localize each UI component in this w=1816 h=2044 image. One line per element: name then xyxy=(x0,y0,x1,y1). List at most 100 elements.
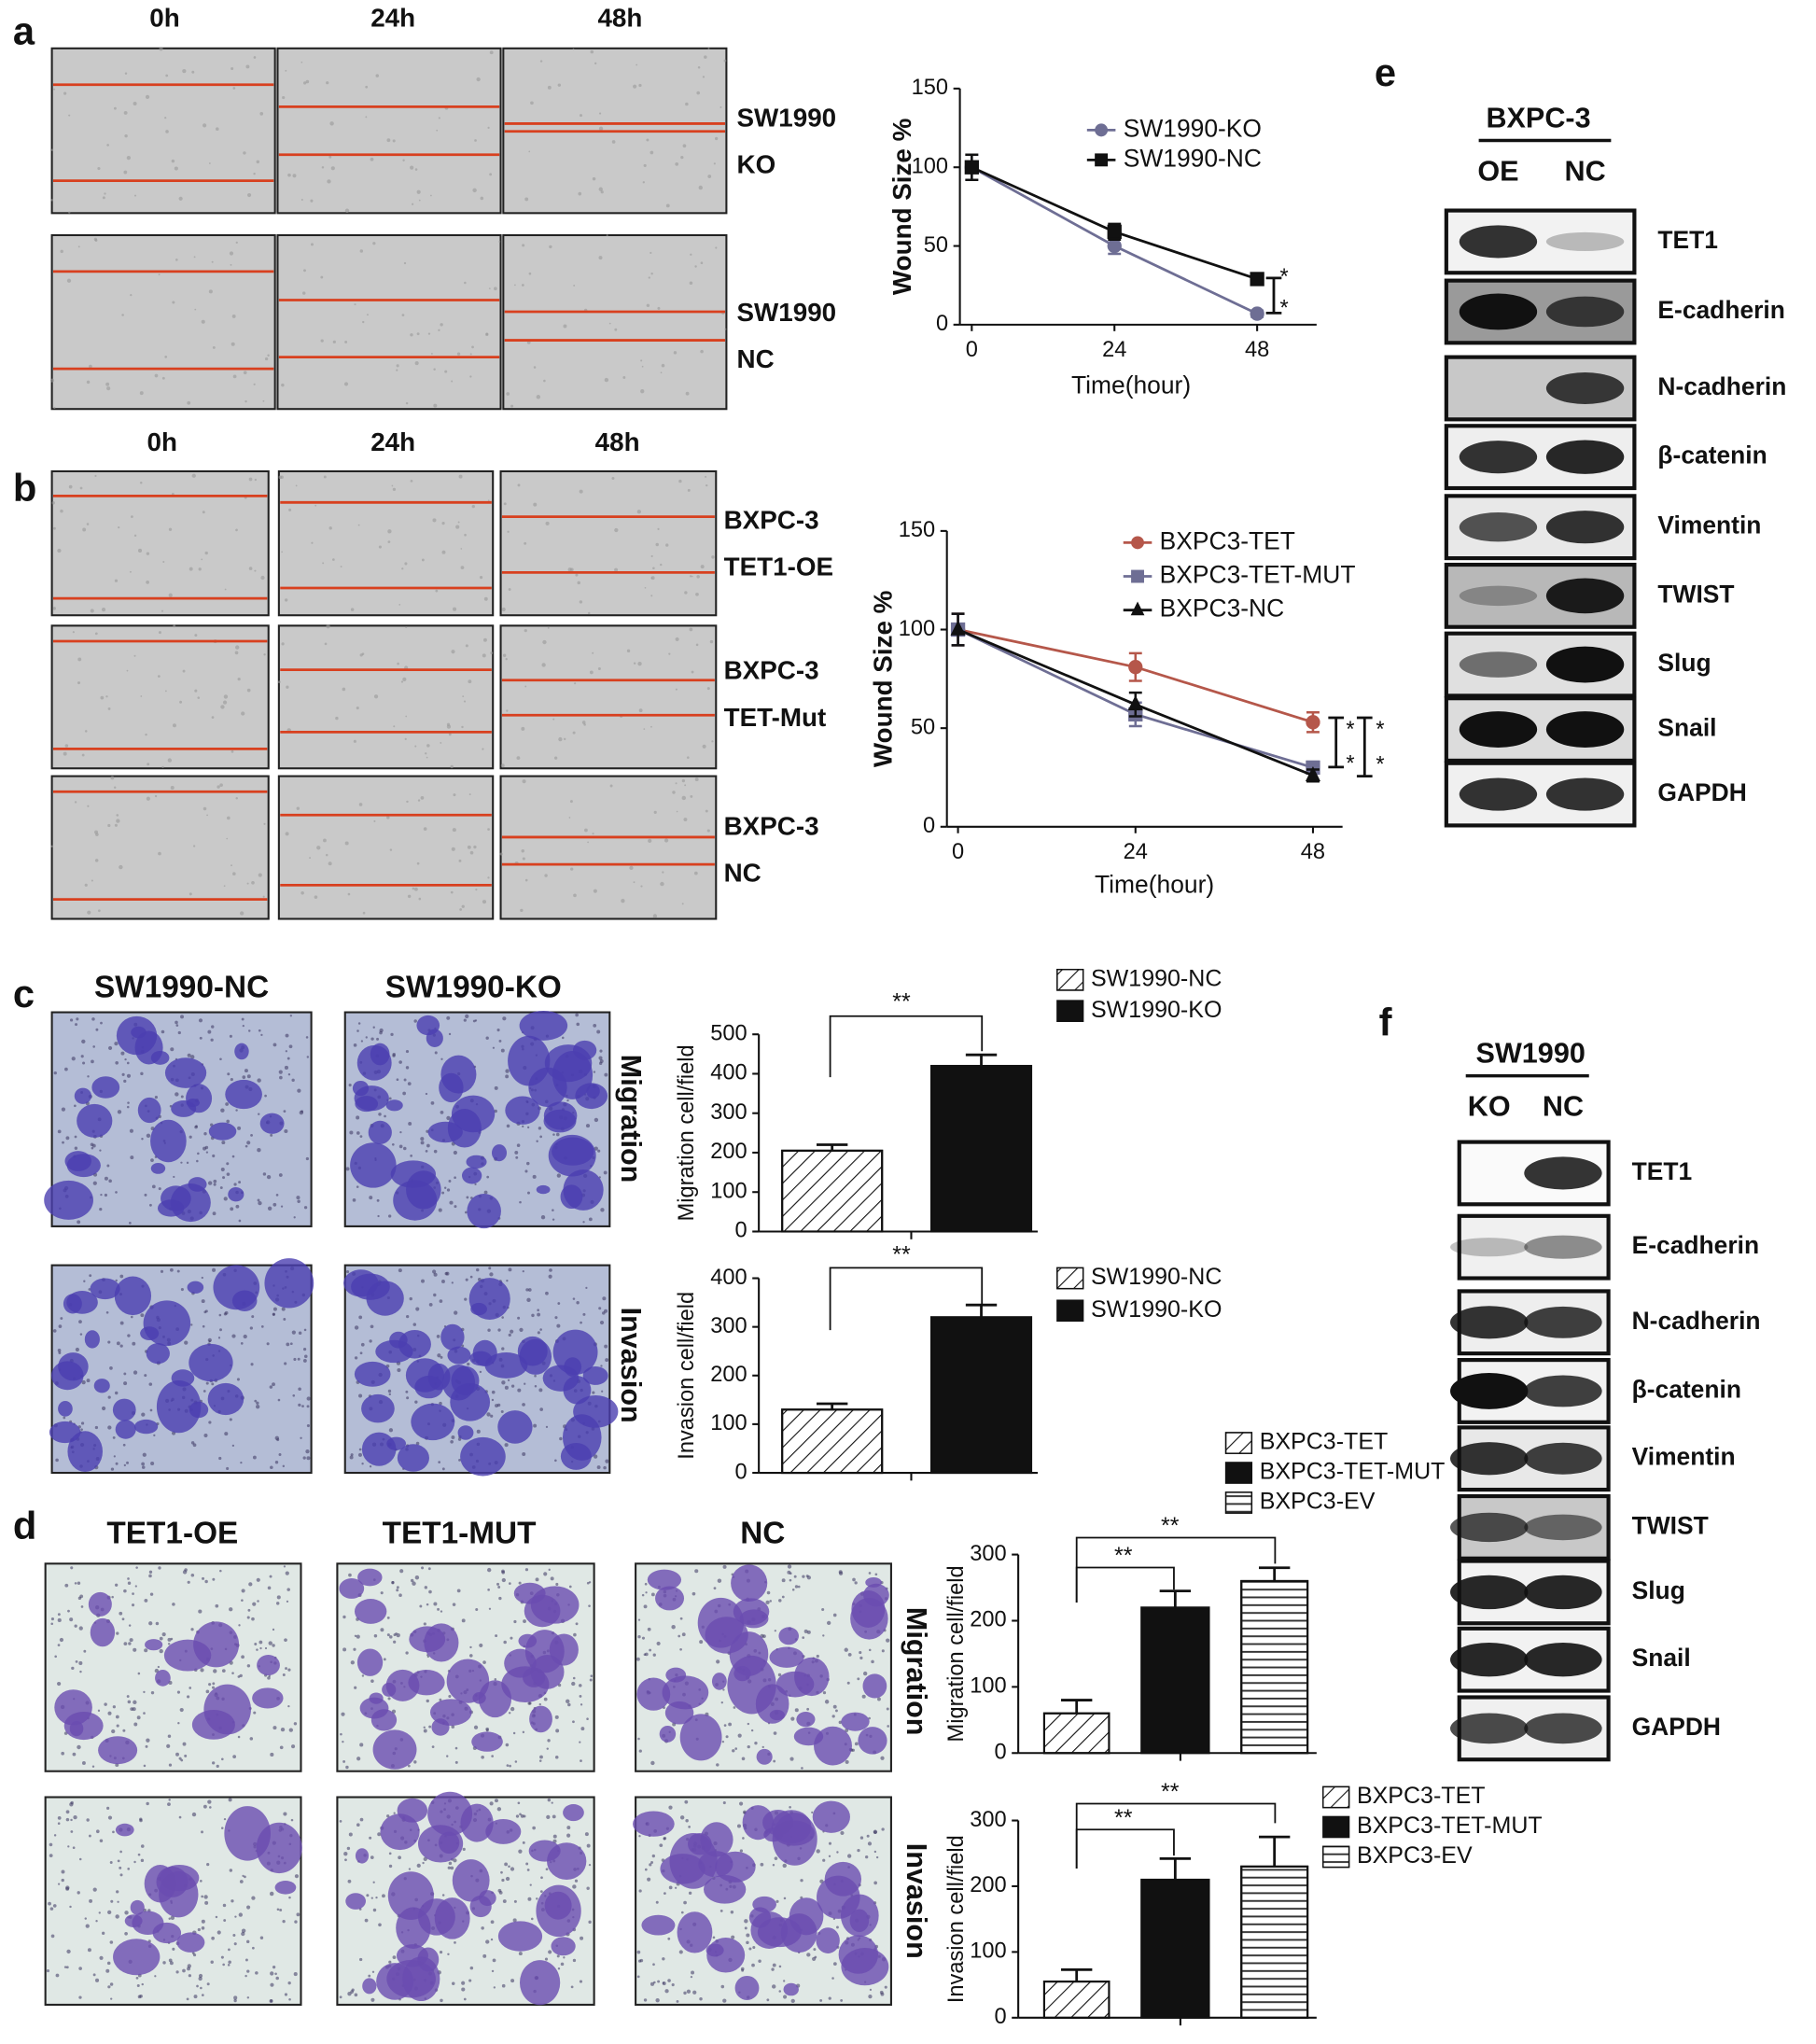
pore-dot xyxy=(254,1643,257,1645)
pore-dot xyxy=(207,1030,211,1034)
pore-dot xyxy=(408,1122,412,1126)
protein-label: Slug xyxy=(1632,1576,1685,1604)
texture-dot xyxy=(674,351,677,354)
blot-band xyxy=(1546,372,1624,404)
texture-dot xyxy=(688,489,691,492)
pore-dot xyxy=(356,1823,360,1827)
cell-cluster xyxy=(115,1277,151,1316)
texture-dot xyxy=(682,796,686,800)
pore-dot xyxy=(447,1953,449,1955)
pore-dot xyxy=(857,1849,859,1852)
pore-dot xyxy=(489,1272,493,1276)
pore-dot xyxy=(438,1461,440,1463)
pore-dot xyxy=(557,1173,561,1177)
pore-dot xyxy=(252,1947,255,1950)
pore-dot xyxy=(50,1622,53,1625)
pore-dot xyxy=(275,1977,279,1981)
pore-dot xyxy=(740,1849,743,1852)
micrograph xyxy=(279,625,493,768)
cell-cluster xyxy=(528,1068,566,1108)
row-label: TET1-OE xyxy=(724,553,833,581)
pore-dot xyxy=(244,1069,248,1072)
pore-dot xyxy=(168,1735,171,1738)
legend-label: BXPC3-TET-MUT xyxy=(1357,1813,1543,1839)
pore-dot xyxy=(667,1938,670,1940)
pore-dot xyxy=(106,1165,109,1168)
pore-dot xyxy=(411,1579,413,1582)
texture-dot xyxy=(573,285,575,287)
cell-cluster xyxy=(731,1564,767,1602)
significance-label: ** xyxy=(1161,1513,1180,1539)
pore-dot xyxy=(601,1391,603,1393)
pore-dot xyxy=(115,1914,119,1918)
pore-dot xyxy=(497,1328,500,1331)
pore-dot xyxy=(522,1452,525,1456)
texture-dot xyxy=(483,638,487,642)
texture-dot xyxy=(220,705,224,708)
cell-cluster xyxy=(440,1324,464,1351)
pore-dot xyxy=(187,1967,190,1970)
pore-dot xyxy=(76,1348,79,1351)
pore-dot xyxy=(505,1443,509,1447)
texture-dot xyxy=(676,782,678,784)
pore-dot xyxy=(507,1764,510,1767)
pore-dot xyxy=(277,1908,280,1911)
texture-dot xyxy=(487,127,489,129)
pore-dot xyxy=(713,1937,716,1939)
cell-cluster xyxy=(472,1692,485,1704)
pore-dot xyxy=(369,1837,371,1840)
y-axis-label: Wound Size % xyxy=(868,591,897,767)
pore-dot xyxy=(537,1313,540,1317)
cell-cluster xyxy=(370,1692,384,1703)
texture-dot xyxy=(189,892,192,895)
texture-dot xyxy=(406,801,408,803)
y-tick-label: 0 xyxy=(734,1219,747,1243)
pore-dot xyxy=(502,1016,506,1020)
pore-dot xyxy=(240,1880,244,1883)
pore-dot xyxy=(390,1033,393,1036)
pore-dot xyxy=(782,1578,786,1582)
texture-dot xyxy=(182,69,186,73)
pore-dot xyxy=(304,1329,307,1332)
texture-dot xyxy=(451,891,454,894)
texture-dot xyxy=(278,680,281,683)
pore-dot xyxy=(489,1608,491,1610)
pore-dot xyxy=(158,1566,161,1569)
texture-dot xyxy=(432,518,436,522)
pore-dot xyxy=(114,1042,118,1045)
texture-dot xyxy=(324,476,327,479)
pore-dot xyxy=(60,1317,63,1320)
pore-dot xyxy=(662,1957,664,1960)
pore-dot xyxy=(205,1309,208,1312)
texture-dot xyxy=(87,381,90,384)
pore-dot xyxy=(575,1014,579,1017)
pore-dot xyxy=(827,1621,831,1625)
pore-dot xyxy=(425,1586,427,1589)
texture-dot xyxy=(94,238,97,241)
texture-dot xyxy=(524,542,526,545)
pore-dot xyxy=(510,1637,512,1640)
texture-dot xyxy=(140,391,144,395)
pore-dot xyxy=(257,1600,259,1603)
pore-dot xyxy=(376,1038,379,1041)
legend-label: BXPC3-TET-MUT xyxy=(1160,561,1356,589)
blot-band xyxy=(1524,1643,1601,1676)
texture-dot xyxy=(172,160,175,162)
pore-dot xyxy=(359,1958,362,1961)
pore-dot xyxy=(242,1018,244,1021)
pore-dot xyxy=(286,1343,289,1347)
cell-cluster xyxy=(147,1343,170,1364)
pore-dot xyxy=(470,1967,474,1970)
error-bar xyxy=(1259,1837,1290,1867)
pore-dot xyxy=(181,1095,184,1098)
pore-dot xyxy=(449,1201,453,1205)
pore-dot xyxy=(492,1970,494,1972)
pore-dot xyxy=(723,1801,726,1804)
pore-dot xyxy=(466,1196,468,1198)
texture-dot xyxy=(642,366,644,368)
pore-dot xyxy=(428,1590,432,1594)
pore-dot xyxy=(193,1443,197,1447)
pore-dot xyxy=(370,1324,374,1328)
pore-dot xyxy=(742,1837,745,1840)
pore-dot xyxy=(73,1846,76,1849)
